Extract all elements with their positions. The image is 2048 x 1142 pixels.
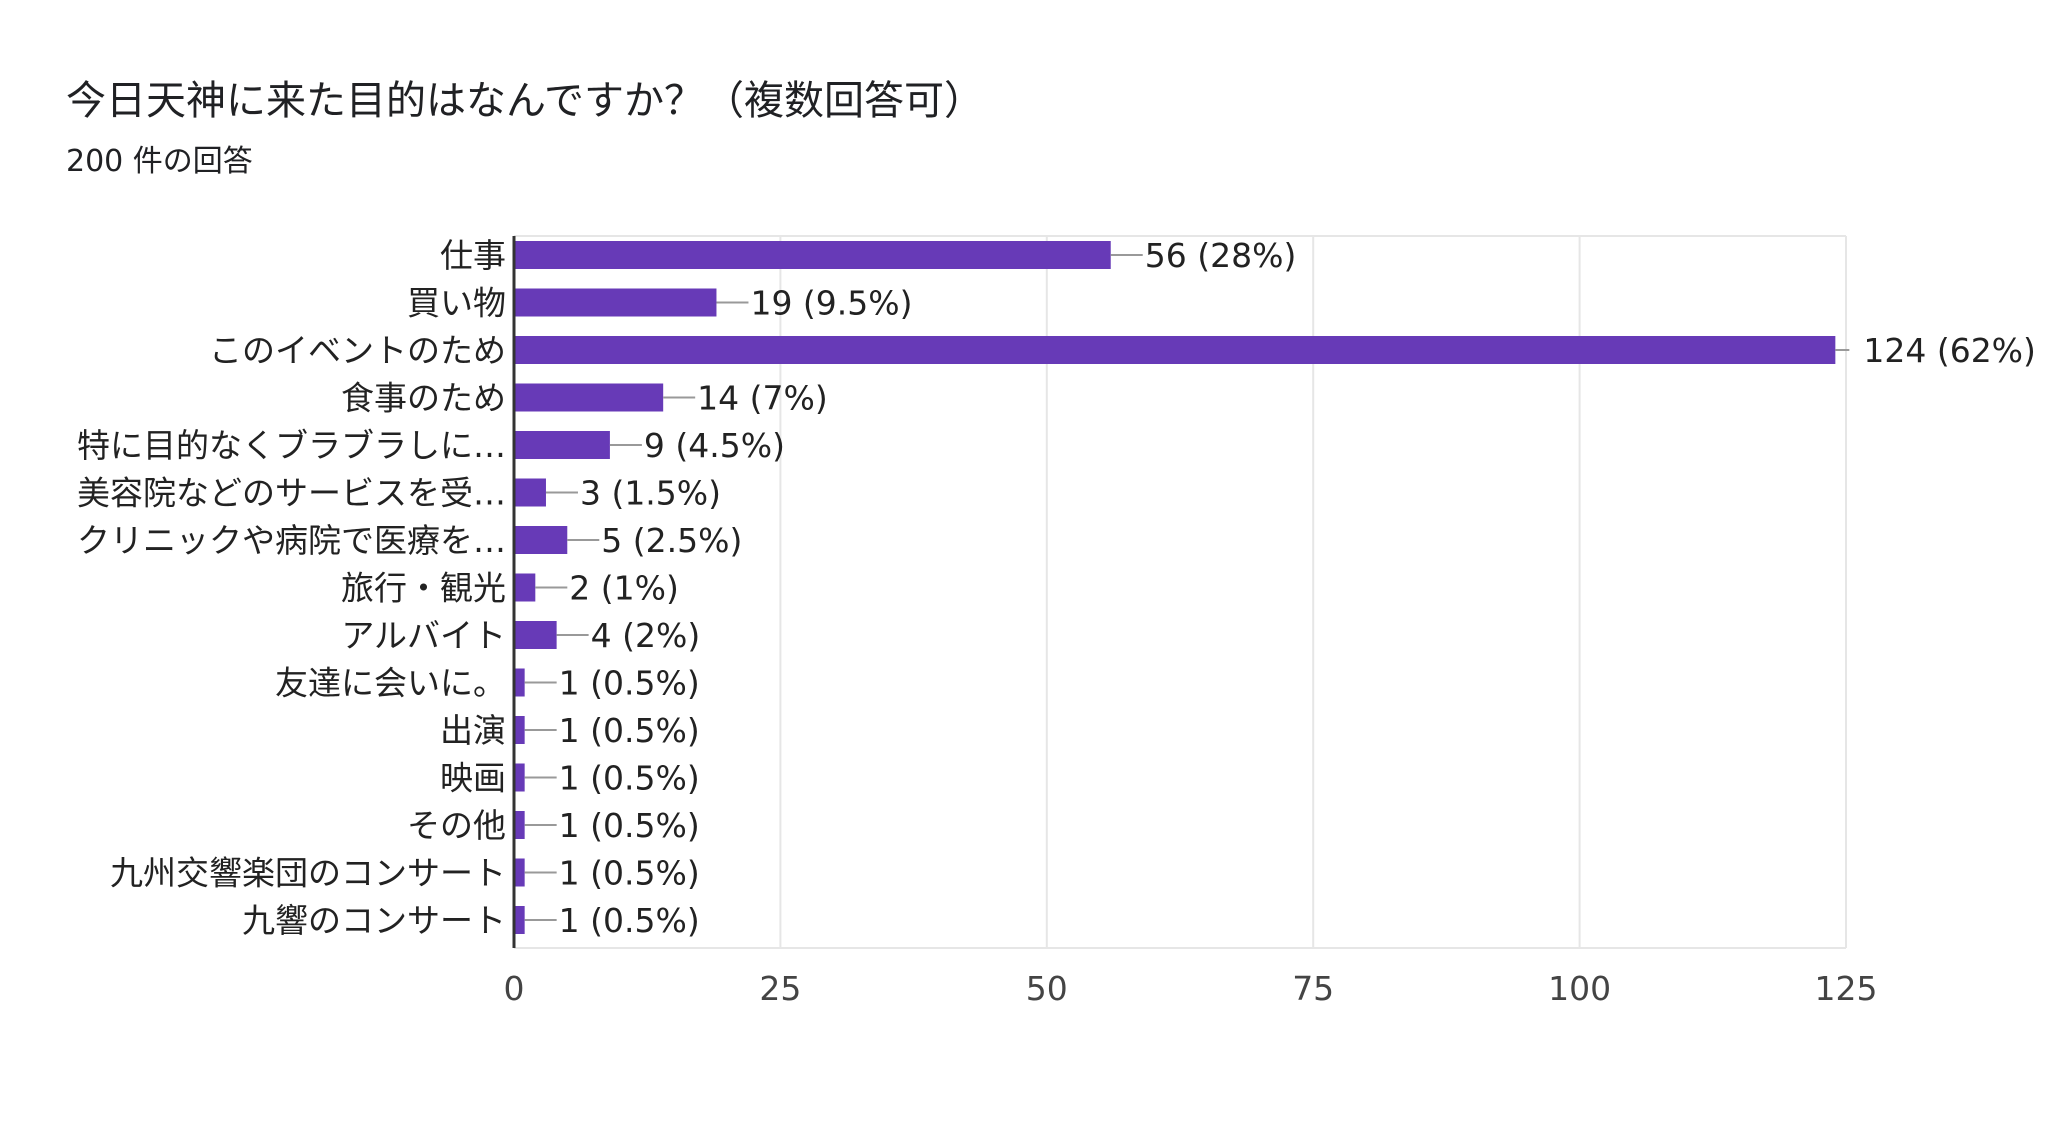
- bar: [514, 858, 525, 887]
- bar: [514, 526, 568, 554]
- data-label: 4 (2%): [591, 616, 701, 655]
- response-count: 200 件の回答: [66, 144, 253, 179]
- bar: [514, 383, 664, 412]
- bar: [514, 763, 525, 792]
- bar: [514, 241, 1111, 269]
- x-tick-label: 100: [1548, 969, 1611, 1008]
- data-label: 2 (1%): [569, 569, 679, 608]
- data-label: 1 (0.5%): [559, 854, 700, 893]
- category-label: 旅行・観光: [341, 569, 506, 608]
- x-tick-label: 25: [759, 969, 801, 1008]
- bar: [514, 716, 525, 744]
- x-tick-label: 125: [1815, 969, 1878, 1008]
- category-label: アルバイト: [341, 616, 506, 655]
- data-label: 1 (0.5%): [559, 901, 700, 940]
- x-tick-label: 0: [504, 969, 525, 1008]
- data-label: 1 (0.5%): [559, 664, 700, 703]
- data-label: 56 (28%): [1145, 236, 1297, 275]
- x-tick-label: 50: [1026, 969, 1068, 1008]
- bar: [514, 573, 536, 602]
- category-label: 仕事: [440, 236, 506, 275]
- bar: [514, 336, 1836, 364]
- chart-title: 今日天神に来た目的はなんですか？（複数回答可）: [66, 78, 984, 124]
- bar: [514, 431, 610, 459]
- bar: [514, 811, 525, 839]
- data-label: 5 (2.5%): [601, 521, 742, 560]
- bar: [514, 621, 557, 649]
- bar: [514, 906, 525, 934]
- data-label: 1 (0.5%): [559, 711, 700, 750]
- data-label: 3 (1.5%): [580, 474, 721, 513]
- bar: [514, 668, 525, 697]
- bar: [514, 478, 546, 507]
- category-label: 買い物: [407, 284, 506, 323]
- category-label: 特に目的なくブラブラしに…: [77, 426, 506, 465]
- category-label: 九響のコンサート: [242, 901, 506, 940]
- bars: [514, 241, 1850, 934]
- data-label: 1 (0.5%): [559, 806, 700, 845]
- category-label: 友達に会いに。: [275, 664, 506, 703]
- category-label: このイベントのため: [209, 331, 506, 370]
- data-label: 9 (4.5%): [644, 426, 785, 465]
- category-label: 出演: [440, 711, 506, 750]
- data-label: 14 (7%): [697, 379, 828, 418]
- data-label: 124 (62%): [1863, 331, 2036, 370]
- data-label: 1 (0.5%): [559, 759, 700, 798]
- category-label: 食事のため: [341, 379, 506, 418]
- data-label: 19 (9.5%): [750, 284, 912, 323]
- x-tick-label: 75: [1292, 969, 1334, 1008]
- category-label: クリニックや病院で医療を…: [77, 521, 506, 560]
- category-label: 美容院などのサービスを受…: [77, 474, 506, 513]
- category-label: 映画: [440, 759, 506, 798]
- category-label: その他: [407, 806, 506, 845]
- category-label: 九州交響楽団のコンサート: [110, 854, 506, 893]
- bar: [514, 288, 717, 317]
- labels: 0 25 50 75 100 125 仕事 56 (28%) 買い物 19 (9.5%) このイベン…: [77, 236, 2036, 1008]
